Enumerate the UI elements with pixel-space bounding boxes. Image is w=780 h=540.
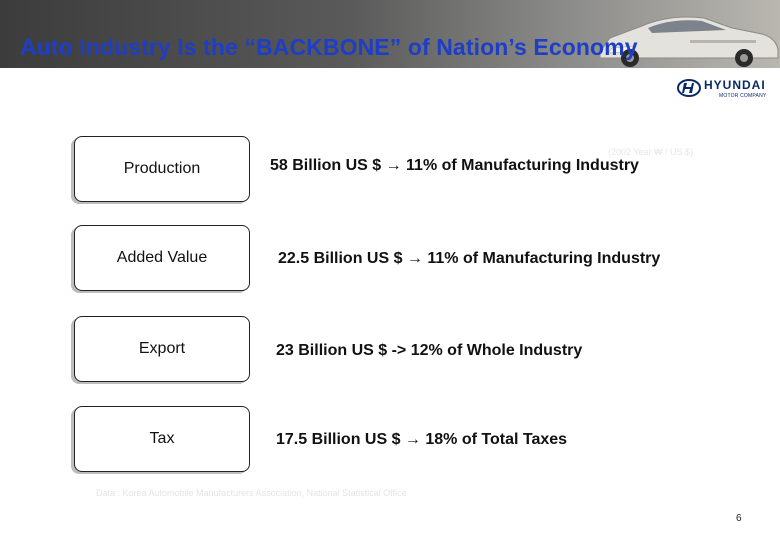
brand-subtitle: MOTOR COMPANY [719, 93, 767, 99]
row-label: Production [123, 160, 201, 177]
title-bar: Auto Industry Is the “BACKBONE” of Natio… [0, 0, 780, 68]
row-label-box: Production [74, 136, 250, 202]
unit-note: (2002 Year ₩ / US $) [608, 147, 694, 157]
row-label: Tax [149, 430, 175, 447]
row-label: Export [138, 340, 186, 357]
brand-name: HYUNDAI [704, 78, 766, 92]
row-value: 58 Billion US $ → 11% of Manufacturing I… [270, 157, 639, 174]
source-note: Data : Korea Automobile Manufacturers As… [96, 488, 407, 498]
row-label-box: Tax [74, 406, 250, 472]
row-value: 22.5 Billion US $ → 11% of Manufacturing… [278, 250, 661, 267]
hyundai-logo-icon [677, 79, 701, 97]
hyundai-logo: HYUNDAI MOTOR COMPANY [677, 78, 772, 104]
row-label-box: Export [74, 316, 250, 382]
row-value: 17.5 Billion US $ → 18% of Total Taxes [276, 431, 568, 448]
row-label-box: Added Value [74, 225, 250, 291]
car-image [599, 16, 779, 67]
row-value: 23 Billion US $ -> 12% of Whole Industry [276, 342, 583, 359]
page-number: 6 [736, 513, 742, 524]
row-label: Added Value [116, 249, 208, 266]
slide-title: Auto Industry Is the “BACKBONE” of Natio… [20, 34, 638, 60]
